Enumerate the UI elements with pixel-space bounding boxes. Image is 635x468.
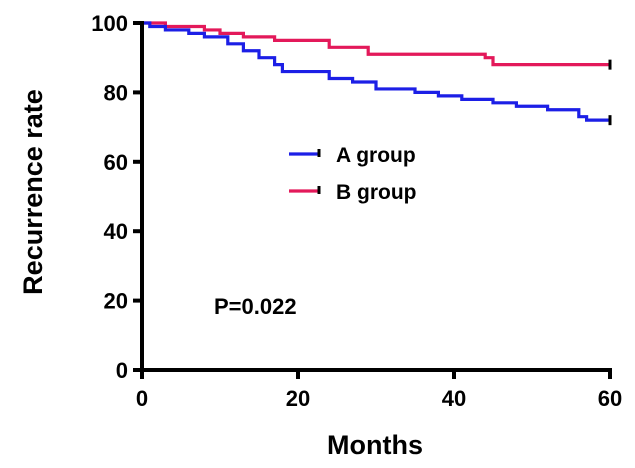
- legend-label: A group: [336, 144, 416, 167]
- series-layer: [142, 21, 612, 126]
- y-tick-label: 100: [91, 11, 128, 36]
- y-tick-label: 60: [104, 150, 128, 175]
- x-tick-label: 60: [598, 386, 622, 411]
- axes: 0 20 40 60 80 100 0 20 40 60: [91, 11, 622, 411]
- y-tick-label: 0: [116, 358, 128, 383]
- y-tick-label: 80: [104, 80, 128, 105]
- p-value-annotation: P=0.022: [214, 294, 297, 319]
- y-tick-label: 20: [104, 289, 128, 314]
- x-tick-label: 40: [442, 386, 466, 411]
- x-tick-label: 0: [136, 386, 148, 411]
- y-tick-label: 40: [104, 219, 128, 244]
- x-axis-title: Months: [327, 430, 423, 460]
- series-line-a: [142, 21, 610, 122]
- y-axis-title: Recurrence rate: [18, 89, 48, 295]
- legend: A group B group: [289, 144, 416, 204]
- x-tick-label: 20: [286, 386, 310, 411]
- legend-label: B group: [336, 181, 416, 204]
- series-line-b: [142, 21, 610, 67]
- y-ticks: 0 20 40 60 80 100: [91, 11, 142, 383]
- x-ticks: 0 20 40 60: [136, 370, 622, 411]
